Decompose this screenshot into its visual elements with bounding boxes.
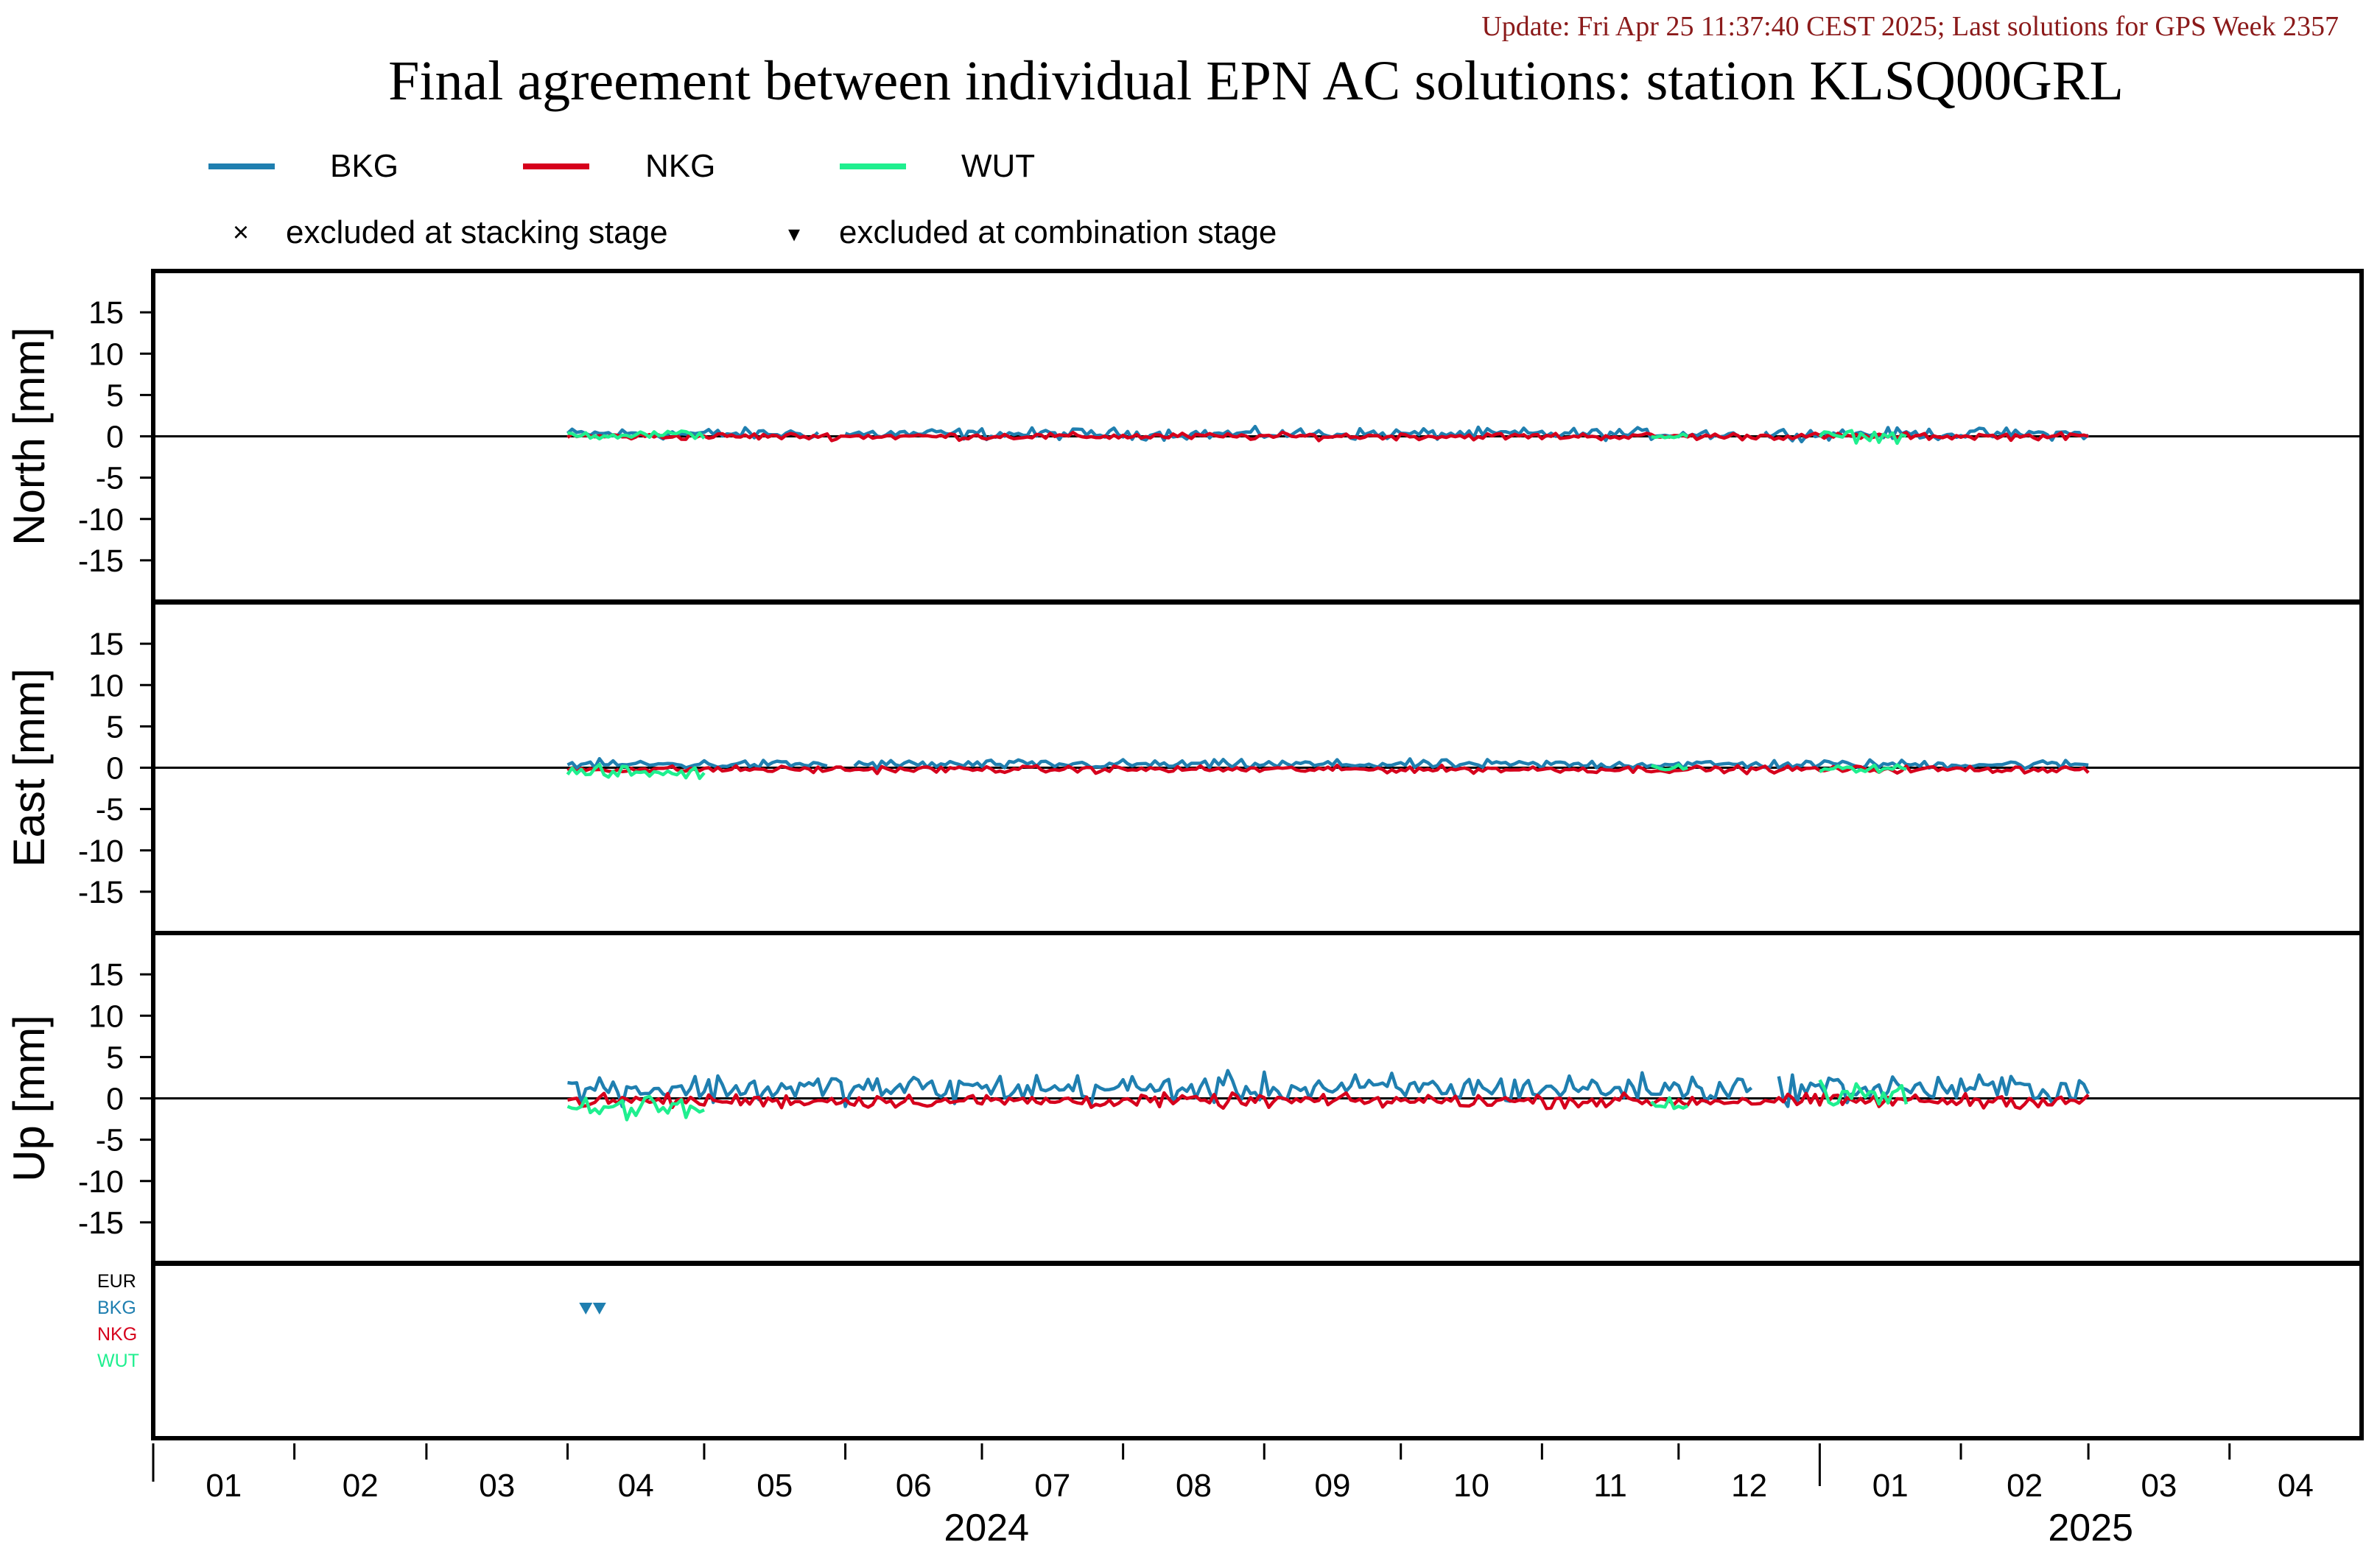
series-line-wut-up [1650,1096,1689,1111]
y-tick-label: -5 [96,461,124,496]
legend-stacking-symbol: × [233,217,249,248]
y-tick-label: -10 [78,1164,124,1200]
x-axis: 01 02 03 04 05 06 07 08 09 10 11 12 01 02 03 04 2024 2025 [152,1443,2314,1545]
x-month-label: 09 [1315,1468,1351,1504]
x-month-label: 05 [757,1468,793,1504]
x-month-label: 03 [2141,1468,2177,1504]
x-year-label: 2025 [2048,1507,2133,1545]
y-tick-label: -15 [78,875,124,910]
x-month-label: 10 [1453,1468,1489,1504]
legend-stacking-label: excluded at stacking stage [286,214,668,250]
y-tick-label: -10 [78,502,124,538]
y-axis-label-east: East [mm] [4,668,54,867]
exclusion-row-label-bkg: BKG [97,1298,136,1318]
series-line-wut-north [567,429,706,441]
y-tick-label: 15 [88,295,124,331]
y-tick-label: 5 [106,1040,124,1075]
x-month-label: 07 [1034,1468,1070,1504]
x-month-label: 08 [1176,1468,1212,1504]
y-tick-label: 10 [88,337,124,372]
series-line-wut-up [1818,1079,1909,1107]
x-month-label: 02 [2007,1468,2043,1504]
x-month-label: 03 [479,1468,515,1504]
y-tick-label: -15 [78,543,124,579]
legend-combination-label: excluded at combination stage [839,214,1277,250]
y-axis-label-up: Up [mm] [4,1015,54,1182]
x-month-label: 01 [1872,1468,1909,1504]
series-line-nkg-up [567,1091,2090,1111]
series-line-wut-east [1651,763,1688,772]
exclusion-row-label-wut: WUT [97,1351,139,1371]
exclusion-row-label-nkg: NKG [97,1324,137,1345]
x-month-label: 01 [206,1468,242,1504]
x-year-label: 2024 [944,1507,1029,1545]
exclusion-panel-frame [151,1261,2364,1440]
exclusion-row-label-eur: EUR [97,1271,136,1292]
legend-label-nkg: NKG [645,148,715,184]
series-line-wut-up [566,1094,705,1122]
y-tick-label: -10 [78,834,124,869]
y-tick-label: -15 [78,1206,124,1241]
y-tick-label: 0 [106,420,124,455]
series-line-bkg-up [567,1069,2091,1108]
legend-combination-symbol: ▾ [788,220,800,247]
y-axis-label-north: North [mm] [4,327,54,546]
exclusion-marker-bkg [592,1303,606,1315]
exclusion-panel: EUR BKG NKG WUT [97,1261,2364,1440]
legend-label-wut: WUT [961,148,1035,184]
legend: BKG NKG WUT × excluded at stacking stage… [208,148,1277,250]
panel-east: 15 10 5 0 -5 -10 -15 East [mm] [4,600,2364,935]
plot-panels: 15 10 5 0 -5 -10 -15 North [mm] 15 10 5 0 -5 -10 -15 Ea… [4,269,2364,1266]
x-month-label: 11 [1593,1468,1627,1504]
y-tick-label: 5 [106,709,124,745]
panel-north: 15 10 5 0 -5 -10 -15 North [mm] [4,269,2364,604]
panel-up: 15 10 5 0 -5 -10 -15 Up [mm] [4,931,2364,1266]
y-tick-label: -5 [96,792,124,828]
series-line-wut-east [1819,763,1907,774]
x-month-label: 04 [2278,1468,2314,1504]
series-line-wut-north [1651,432,1689,440]
chart-title: Final agreement between individual EPN A… [388,50,2124,112]
series-line-bkg-east [566,757,2089,771]
series-line-wut-north [1818,429,1907,446]
y-tick-label: 10 [88,668,124,703]
y-tick-label: 5 [106,378,124,413]
y-tick-label: 0 [106,1082,124,1117]
y-tick-label: 15 [88,627,124,662]
x-month-label: 04 [618,1468,654,1504]
y-tick-label: -5 [96,1123,124,1158]
x-month-label: 12 [1731,1468,1767,1504]
x-month-label: 02 [343,1468,379,1504]
exclusion-markers [579,1303,606,1315]
legend-label-bkg: BKG [330,148,399,184]
series-line-wut-east [566,762,706,781]
y-tick-label: 0 [106,751,124,786]
exclusion-marker-bkg [579,1303,593,1315]
y-tick-label: 15 [88,957,124,993]
y-tick-label: 10 [88,999,124,1034]
update-timestamp: Update: Fri Apr 25 11:37:40 CEST 2025; L… [1481,11,2339,42]
x-month-label: 06 [896,1468,932,1504]
